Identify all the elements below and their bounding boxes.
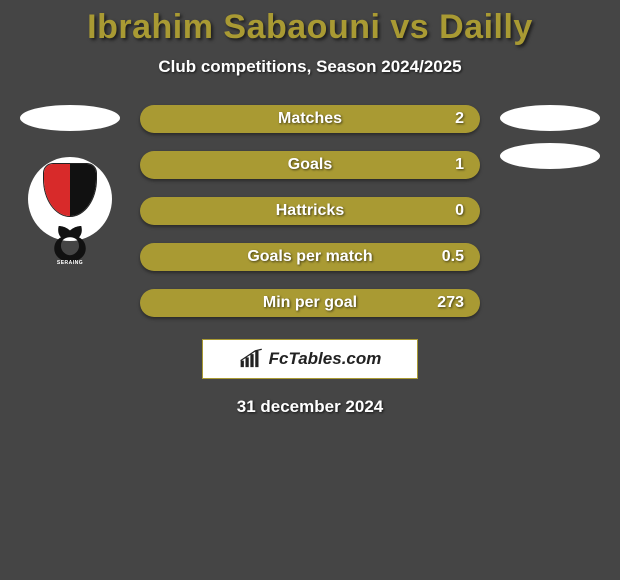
stat-value: 0 [455,202,464,220]
stat-label: Goals [288,156,332,174]
stat-label: Matches [278,110,342,128]
left-player-column: SERAING [10,105,130,317]
right-player-column [490,105,610,317]
stat-bar-matches: Matches 2 [140,105,480,133]
bar-chart-icon [239,348,265,370]
stat-bar-goals: Goals 1 [140,151,480,179]
stat-value: 273 [437,294,464,312]
stat-bar-hattricks: Hattricks 0 [140,197,480,225]
avatar-placeholder-right [500,105,600,131]
subtitle: Club competitions, Season 2024/2025 [0,57,620,77]
avatar-placeholder-left [20,105,120,131]
footer-date: 31 december 2024 [0,397,620,417]
stat-value: 1 [455,156,464,174]
club-badge-placeholder-right [500,143,600,169]
shield-icon [43,163,97,217]
stat-bars: Matches 2 Goals 1 Hattricks 0 Goals per … [140,105,480,317]
stat-value: 2 [455,110,464,128]
stat-value: 0.5 [442,248,464,266]
footer-logo[interactable]: FcTables.com [202,339,418,379]
stat-bar-min-per-goal: Min per goal 273 [140,289,480,317]
stat-label: Hattricks [276,202,344,220]
footer-logo-text: FcTables.com [269,349,382,369]
stat-label: Goals per match [247,248,372,266]
stat-bar-goals-per-match: Goals per match 0.5 [140,243,480,271]
club-badge-left: SERAING [28,157,112,241]
comparison-grid: SERAING Matches 2 Goals 1 Hattricks 0 Go… [0,105,620,317]
lion-icon [43,217,97,276]
page-title: Ibrahim Sabaouni vs Dailly [0,0,620,47]
club-badge-label: SERAING [57,260,83,266]
stat-label: Min per goal [263,294,357,312]
